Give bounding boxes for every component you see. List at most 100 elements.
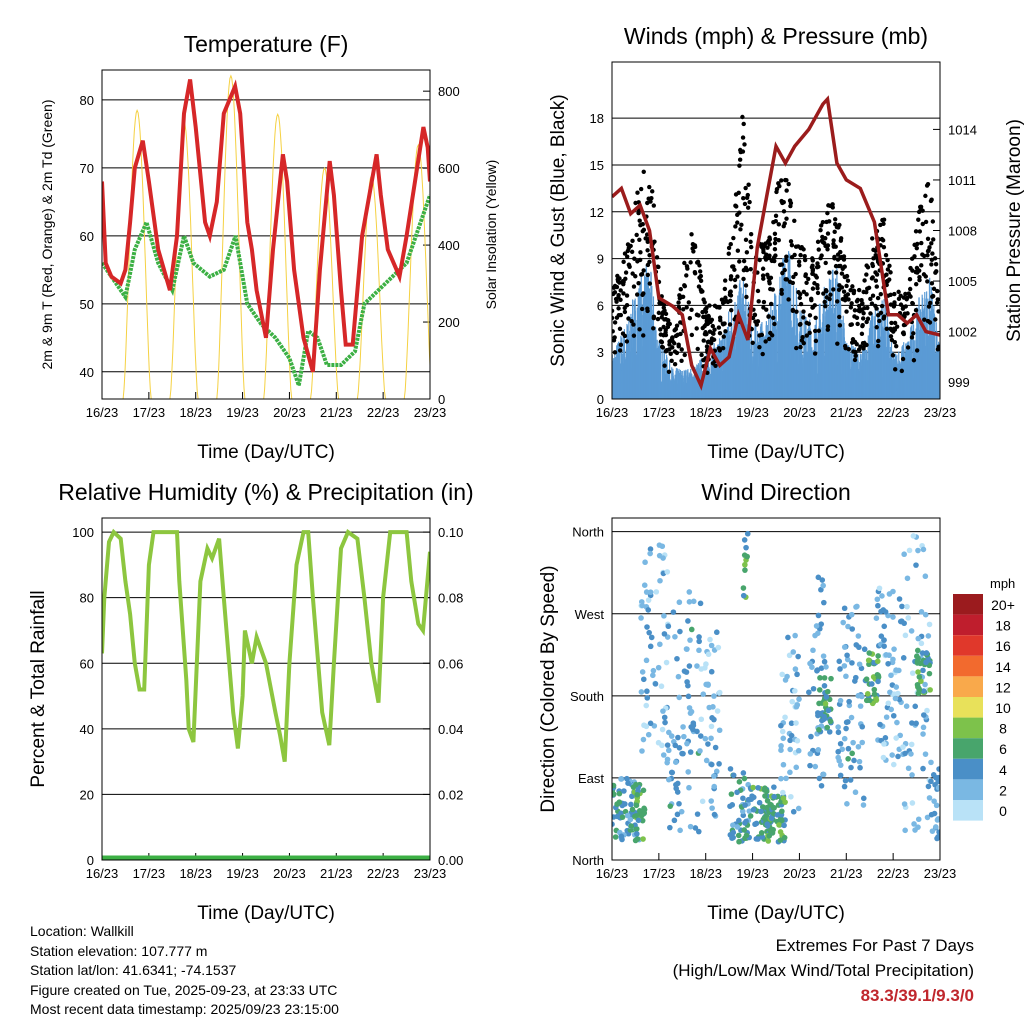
direction-point [843,673,849,680]
direction-point [684,646,690,652]
direction-point [643,657,650,664]
direction-point [807,660,813,667]
direction-point [844,801,850,807]
direction-point [612,834,619,840]
plot-area [612,95,940,399]
direction-point [707,636,713,643]
direction-point [758,830,765,836]
gust-point [763,255,768,260]
direction-point [768,815,775,822]
gust-point [650,189,655,194]
gust-point [795,244,801,249]
gust-point [831,241,836,247]
gust-point [896,296,902,302]
gust-point [768,301,774,307]
gust-point [626,262,632,268]
gust-point [935,297,940,302]
direction-point [660,708,666,714]
gust-point [825,210,830,216]
gust-point [815,290,821,296]
gust-point [635,190,640,195]
gust-point [864,289,869,295]
speed-legend: mph 20+ 18 16 14 12 10 8 6 4 2 0 [953,576,1015,821]
direction-point [736,779,743,785]
direction-point [933,802,940,809]
gust-point [663,349,669,354]
y2-tick-label: 1005 [948,274,977,289]
gust-point [933,317,938,322]
direction-point [913,720,919,727]
gust-point [928,198,934,204]
gust-point [679,358,684,364]
gust-point [782,267,787,273]
direction-point [686,589,693,595]
gust-point [654,255,660,260]
gust-point [876,313,881,318]
direction-point [835,729,842,736]
gust-point [634,232,639,238]
direction-point [715,644,722,651]
gust-point [860,301,865,307]
x-tick-label: 18/23 [689,866,722,881]
direction-point [922,611,929,618]
direction-point [779,728,786,735]
direction-point [661,613,667,619]
direction-point [859,723,866,730]
direction-point [770,804,777,811]
direction-point [703,757,710,764]
direction-point [708,761,715,768]
direction-point [842,777,849,784]
direction-point [711,783,718,790]
gust-point [651,314,657,319]
gust-point [727,292,733,298]
plot-frame [101,69,431,400]
gust-point [803,273,808,279]
gust-point [641,291,646,296]
gust-point [816,247,821,252]
direction-point [820,771,827,778]
gust-point [828,292,833,297]
chart-title: Wind Direction [701,479,851,505]
gust-point [764,307,769,312]
gust-point [929,281,935,286]
direction-point [909,800,916,806]
gust-point [707,303,712,308]
direction-point [881,741,887,747]
direction-point [634,831,640,837]
direction-point [674,780,681,787]
gust-point [933,270,938,275]
gust-point [929,262,934,267]
gust-point [850,337,856,342]
gust-point [643,236,648,241]
gust-point [759,332,765,338]
direction-point [708,668,715,675]
direction-point [857,703,864,709]
gust-point [735,212,740,218]
gust-point [656,310,662,316]
direction-point [740,795,746,802]
direction-point [892,695,899,702]
direction-point [846,698,852,705]
legend-swatch [953,800,983,821]
gust-point [703,330,708,335]
gust-point [835,257,841,262]
direction-point [677,827,683,834]
gust-point [629,319,634,324]
gust-point [825,324,831,329]
gust-point [750,340,755,345]
y-tick-label: 15 [590,158,604,173]
direction-point [909,772,915,778]
chart-title: Winds (mph) & Pressure (mb) [624,23,928,49]
gust-point [760,266,766,271]
chart-title: Temperature (F) [184,31,349,57]
x-tick-label: 16/23 [86,405,119,420]
gust-point [633,274,638,279]
gust-point [761,299,767,305]
direction-point [888,706,895,713]
gust-point [801,315,806,320]
gust-point [645,248,650,253]
direction-point [774,812,781,818]
direction-point [920,667,926,674]
direction-point [747,813,754,819]
direction-point [882,735,889,741]
